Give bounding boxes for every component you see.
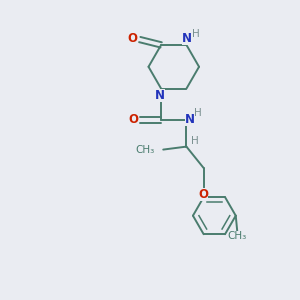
Text: CH₃: CH₃ [228, 232, 247, 242]
Text: N: N [155, 89, 165, 102]
Text: H: H [192, 29, 200, 40]
Text: H: H [191, 136, 199, 146]
Text: O: O [127, 32, 137, 45]
Text: H: H [194, 108, 202, 118]
Text: O: O [198, 188, 208, 201]
Text: N: N [182, 32, 192, 45]
Text: CH₃: CH₃ [135, 145, 154, 155]
Text: N: N [185, 113, 195, 126]
Text: O: O [129, 113, 139, 126]
